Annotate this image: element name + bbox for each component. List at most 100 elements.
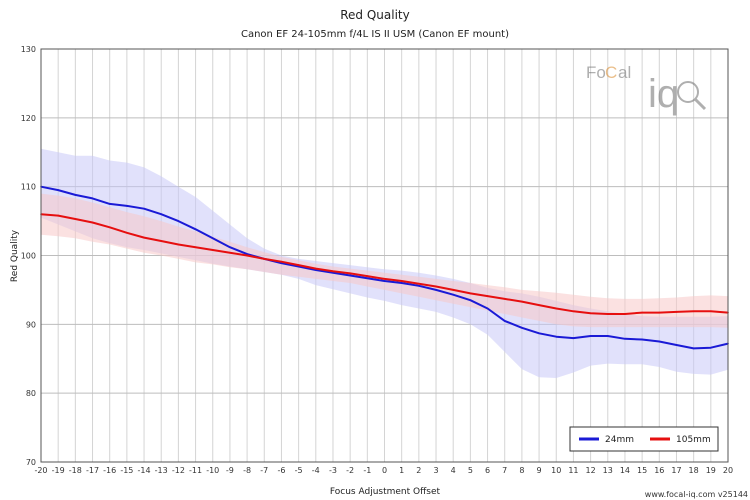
data-point-24mm	[349, 274, 352, 277]
data-point-105mm	[263, 258, 266, 260]
data-point-105mm	[521, 300, 523, 303]
x-tick-label: 10	[551, 466, 561, 475]
data-point-24mm	[91, 197, 94, 200]
x-tick-label: 0	[382, 466, 387, 475]
data-point-24mm	[624, 338, 626, 340]
data-point-105mm	[108, 226, 111, 229]
footer-url-version: www.focal-iq.com v25144	[645, 490, 748, 499]
x-tick-label: 17	[671, 466, 681, 475]
data-point-105mm	[503, 298, 506, 300]
logo-magnifier-handle	[693, 97, 707, 111]
logo-text-fo: Fo	[586, 63, 606, 82]
data-point-24mm	[452, 293, 455, 296]
data-point-24mm	[143, 207, 145, 210]
data-point-105mm	[658, 311, 661, 314]
data-point-105mm	[624, 313, 626, 315]
data-point-105mm	[160, 240, 162, 242]
data-point-105mm	[366, 275, 369, 277]
y-tick-label: 70	[26, 458, 36, 467]
chart-title: Red Quality	[340, 8, 410, 22]
data-point-105mm	[589, 312, 592, 315]
x-tick-label: -4	[312, 466, 320, 475]
x-tick-label: -20	[34, 466, 47, 475]
x-tick-label: 11	[568, 466, 578, 475]
y-tick-label: 80	[26, 389, 36, 398]
data-point-24mm	[503, 320, 506, 322]
x-tick-label: 8	[519, 466, 524, 475]
x-tick-label: 20	[723, 466, 733, 475]
x-tick-label: 3	[433, 466, 438, 475]
data-point-105mm	[332, 270, 334, 273]
legend-label-105mm: 105mm	[676, 435, 711, 445]
data-point-105mm	[675, 311, 678, 313]
x-tick-label: 5	[468, 466, 473, 475]
data-point-24mm	[486, 307, 489, 310]
plot-border	[40, 48, 729, 463]
data-point-24mm	[692, 347, 695, 350]
data-point-24mm	[212, 237, 214, 240]
data-point-24mm	[400, 282, 403, 284]
data-point-24mm	[108, 203, 111, 205]
data-point-105mm	[126, 232, 128, 234]
data-point-24mm	[435, 289, 437, 291]
data-point-24mm	[641, 338, 643, 341]
data-point-24mm	[572, 337, 575, 339]
x-tick-label: -1	[363, 466, 371, 475]
x-tick-label: -16	[103, 466, 116, 475]
data-point-105mm	[607, 313, 609, 315]
grid-lines: -20 -19 -18 -17 -16 -15 -14 -13 -12 -11 -10 -9 -8 -7-…	[21, 45, 733, 475]
x-tick-label: 12	[586, 466, 596, 475]
x-tick-label: 18	[689, 466, 699, 475]
logo-text-c: C	[605, 63, 617, 82]
x-tick-label: 13	[603, 466, 613, 475]
data-point-24mm	[160, 213, 162, 215]
x-tick-label: 1	[399, 466, 404, 475]
x-tick-label: -18	[69, 466, 82, 475]
x-tick-label: 14	[620, 466, 630, 475]
logo-text-al: al	[618, 63, 631, 82]
x-tick-label: -15	[120, 466, 133, 475]
x-tick-label: -7	[260, 466, 268, 475]
x-axis-label: Focus Adjustment Offset	[330, 487, 441, 497]
data-point-105mm	[418, 282, 420, 285]
y-tick-label: 130	[21, 45, 36, 54]
data-point-105mm	[297, 264, 300, 266]
data-point-24mm	[229, 246, 231, 248]
x-tick-label: -12	[172, 466, 185, 475]
data-point-105mm	[710, 310, 712, 313]
data-point-24mm	[57, 189, 59, 191]
data-point-24mm	[710, 346, 712, 349]
data-point-105mm	[692, 310, 695, 313]
chart-subtitle: Canon EF 24-105mm f/4L IS II USM (Canon …	[241, 29, 509, 40]
x-tick-label: 15	[637, 466, 647, 475]
data-point-24mm	[418, 285, 420, 287]
data-point-24mm	[469, 299, 472, 302]
x-tick-label: 2	[416, 466, 421, 475]
data-point-105mm	[349, 272, 352, 275]
legend-label-24mm: 24mm	[605, 435, 634, 445]
data-point-24mm	[658, 340, 661, 343]
legend: 24mm 105mm	[569, 426, 719, 452]
data-point-24mm	[383, 280, 386, 282]
data-point-105mm	[91, 221, 94, 224]
data-point-24mm	[589, 335, 592, 337]
band-105mm	[41, 193, 728, 328]
x-tick-label: -9	[226, 466, 234, 475]
data-point-105mm	[212, 249, 214, 251]
data-point-24mm	[126, 205, 128, 207]
x-tick-label: -6	[277, 466, 285, 475]
data-point-105mm	[280, 260, 283, 263]
x-tick-label: -17	[86, 466, 99, 475]
data-point-24mm	[521, 327, 523, 329]
x-tick-label: -14	[138, 466, 151, 475]
x-tick-label: -19	[52, 466, 65, 475]
data-point-105mm	[486, 295, 489, 297]
data-point-105mm	[177, 243, 180, 246]
data-point-105mm	[246, 254, 248, 257]
data-point-24mm	[366, 277, 369, 280]
data-point-105mm	[641, 311, 643, 314]
data-point-105mm	[229, 251, 231, 254]
x-tick-label: 9	[537, 466, 542, 475]
focal-iq-logo: Fo C al iq	[586, 63, 707, 116]
data-point-24mm	[74, 194, 77, 196]
